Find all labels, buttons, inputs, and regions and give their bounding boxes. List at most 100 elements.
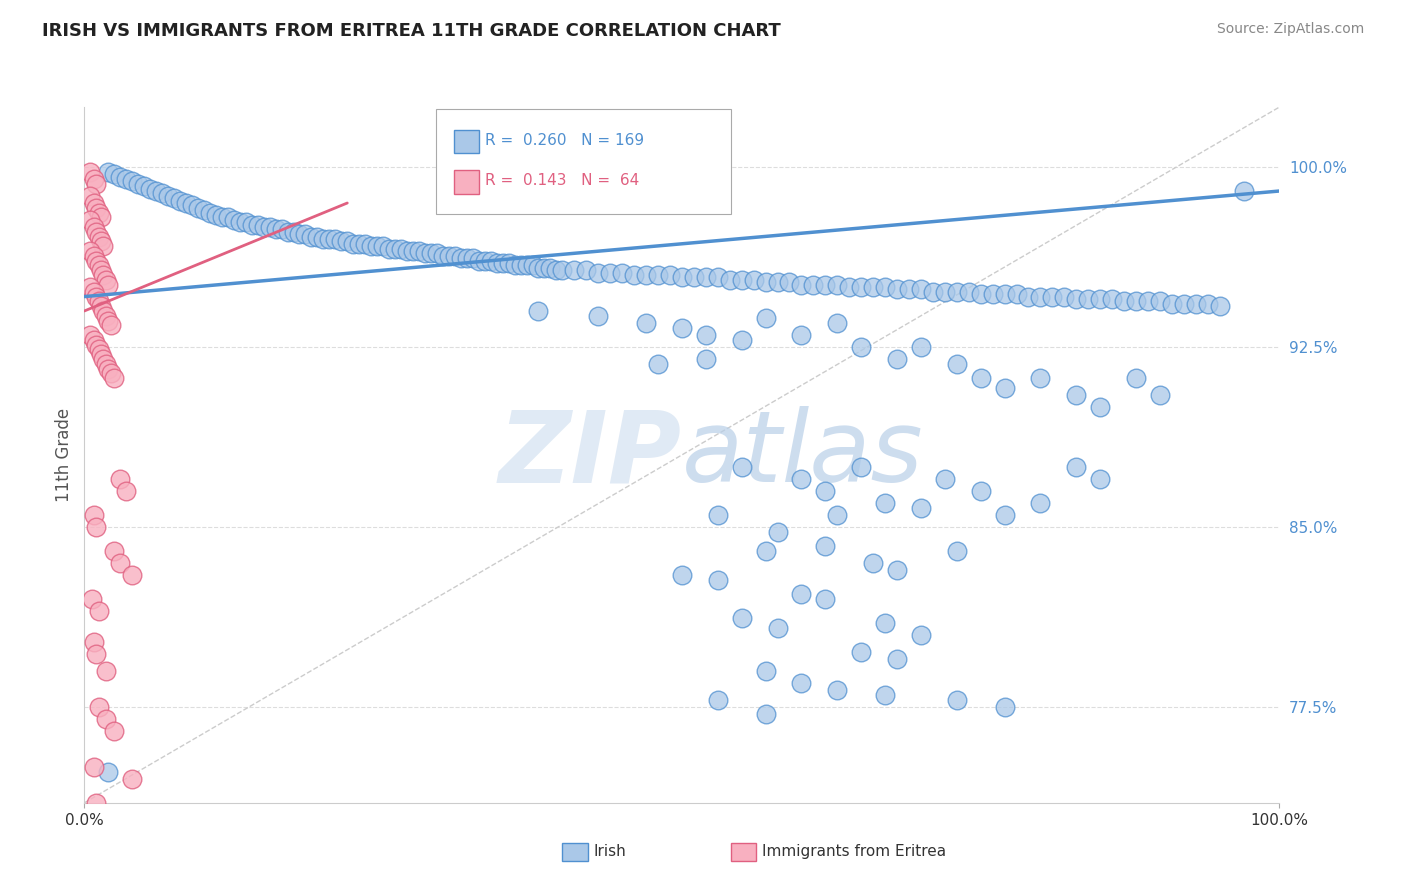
Point bbox=[1173, 297, 1195, 311]
Point bbox=[875, 496, 897, 510]
Point bbox=[97, 313, 120, 327]
Point bbox=[1125, 371, 1147, 385]
Point bbox=[849, 280, 872, 294]
Point bbox=[84, 177, 107, 191]
Point bbox=[766, 621, 789, 635]
Point bbox=[658, 268, 681, 282]
Text: ZIP: ZIP bbox=[499, 407, 682, 503]
Point bbox=[551, 263, 574, 277]
Point bbox=[354, 236, 377, 251]
Y-axis label: 11th Grade: 11th Grade bbox=[55, 408, 73, 502]
Point bbox=[814, 483, 837, 498]
Point bbox=[378, 242, 401, 256]
Point bbox=[90, 299, 112, 313]
Point bbox=[945, 692, 967, 706]
Point bbox=[910, 340, 932, 354]
Point bbox=[862, 556, 884, 570]
Point bbox=[498, 256, 520, 270]
Point bbox=[623, 268, 645, 282]
Point bbox=[396, 244, 419, 258]
Point bbox=[634, 316, 657, 330]
Point bbox=[671, 320, 693, 334]
Point bbox=[981, 287, 1004, 301]
Point bbox=[84, 289, 107, 303]
Point bbox=[1125, 294, 1147, 309]
Point bbox=[83, 760, 105, 774]
Point bbox=[825, 277, 848, 292]
Point bbox=[121, 174, 143, 188]
Point bbox=[84, 520, 107, 534]
Point bbox=[849, 645, 872, 659]
Point bbox=[83, 635, 105, 649]
Point bbox=[432, 249, 454, 263]
Point bbox=[83, 172, 105, 186]
Text: IRISH VS IMMIGRANTS FROM ERITREA 11TH GRADE CORRELATION CHART: IRISH VS IMMIGRANTS FROM ERITREA 11TH GR… bbox=[42, 22, 780, 40]
Point bbox=[1018, 289, 1040, 303]
Point bbox=[825, 508, 848, 522]
Point bbox=[849, 340, 872, 354]
Point bbox=[993, 381, 1015, 395]
Point bbox=[84, 225, 107, 239]
Point bbox=[562, 263, 585, 277]
Point bbox=[163, 191, 186, 205]
Point bbox=[814, 591, 837, 606]
Point bbox=[1184, 297, 1206, 311]
Point bbox=[718, 273, 741, 287]
Point bbox=[288, 227, 311, 242]
Point bbox=[461, 251, 484, 265]
Point bbox=[450, 251, 472, 265]
Point bbox=[1029, 496, 1052, 510]
Point bbox=[707, 692, 730, 706]
Point bbox=[83, 219, 105, 234]
Point bbox=[671, 270, 693, 285]
Point bbox=[1029, 289, 1052, 303]
Point bbox=[413, 246, 436, 260]
Point bbox=[970, 371, 993, 385]
Point bbox=[169, 194, 191, 208]
Point bbox=[336, 235, 359, 249]
Point bbox=[90, 235, 112, 249]
Point bbox=[79, 328, 101, 343]
Point bbox=[94, 664, 117, 678]
Point bbox=[707, 573, 730, 587]
Point bbox=[647, 268, 669, 282]
Point bbox=[1160, 297, 1182, 311]
Point bbox=[93, 351, 115, 366]
Point bbox=[492, 256, 515, 270]
Point bbox=[695, 270, 717, 285]
Point bbox=[993, 699, 1015, 714]
Point bbox=[1077, 292, 1099, 306]
Point bbox=[83, 249, 105, 263]
Point bbox=[408, 244, 430, 258]
Point bbox=[235, 215, 257, 229]
Point bbox=[110, 169, 132, 184]
Point bbox=[610, 266, 633, 280]
Point bbox=[886, 282, 908, 296]
Point bbox=[93, 239, 115, 253]
Point bbox=[83, 196, 105, 211]
Text: Immigrants from Eritrea: Immigrants from Eritrea bbox=[762, 845, 946, 859]
Point bbox=[970, 483, 993, 498]
Point bbox=[707, 270, 730, 285]
Point bbox=[875, 615, 897, 630]
Point bbox=[527, 260, 550, 275]
Point bbox=[222, 212, 245, 227]
Point bbox=[634, 268, 657, 282]
Point bbox=[79, 165, 101, 179]
Point bbox=[647, 357, 669, 371]
Point bbox=[84, 796, 107, 810]
Point bbox=[1112, 294, 1135, 309]
Point bbox=[84, 201, 107, 215]
Point bbox=[79, 212, 101, 227]
Point bbox=[187, 201, 209, 215]
Point bbox=[157, 189, 180, 203]
Point bbox=[945, 357, 967, 371]
Point bbox=[1208, 299, 1230, 313]
Point bbox=[94, 712, 117, 726]
Point bbox=[1232, 184, 1254, 198]
Point bbox=[910, 282, 932, 296]
Point bbox=[1066, 292, 1088, 306]
Point bbox=[527, 304, 550, 318]
Point bbox=[814, 277, 837, 292]
Point bbox=[1088, 472, 1111, 486]
